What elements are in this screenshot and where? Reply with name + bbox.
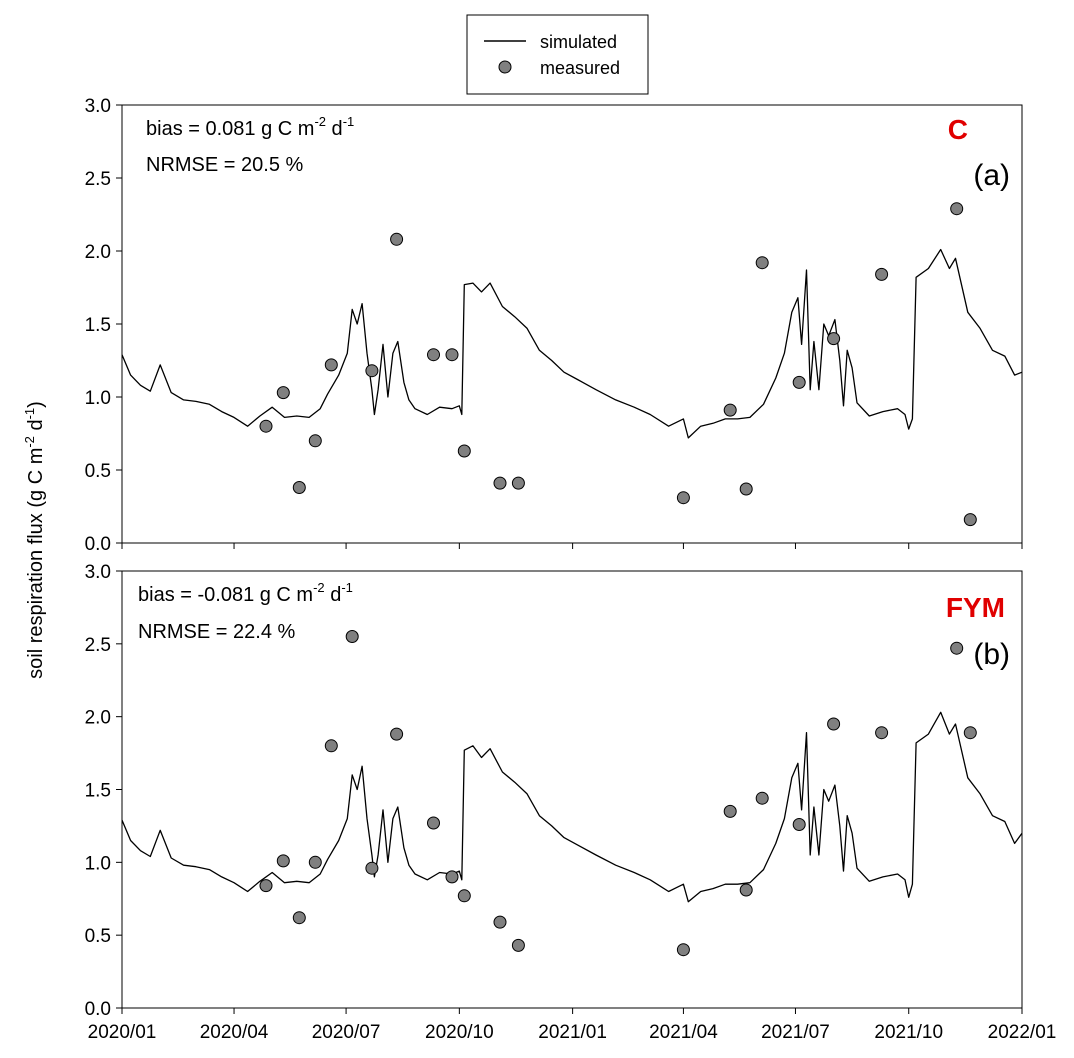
panel-b-x-axis: 2020/01 2020/04 2020/07 2020/10 2021/01 2021/… [88,1008,1057,1043]
measured-point [427,816,440,830]
measured-point [963,513,977,527]
measured-point [676,943,690,957]
panel-a-nrmse: NRMSE = 20.5 % [146,154,304,176]
measured-point [345,630,359,643]
measured-point [276,854,290,868]
legend-marker-sample [498,60,512,74]
measured-point [676,491,690,505]
y-tick-label: 3.0 [85,562,111,583]
measured-point [493,915,507,929]
measured-point [259,879,273,893]
panel-a-treatment: C [948,114,968,145]
x-tick-label: 2020/04 [200,1022,269,1043]
panel-a-id: (a) [973,159,1010,192]
x-tick-label: 2020/07 [312,1022,381,1043]
measured-point [739,482,753,496]
measured-point [723,403,737,417]
panel-a: 0.0 0.5 1.0 1.5 2.0 2.5 3.0 bias = 0.081 g C m… [85,96,1023,555]
legend-box [466,14,649,95]
measured-point [755,791,769,805]
y-tick-label: 2.5 [85,169,111,190]
measured-point [276,386,290,400]
measured-point [259,419,273,433]
measured-point [493,476,507,490]
legend: simulated measured [466,14,649,95]
measured-point [827,332,841,346]
measured-point [739,883,753,897]
legend-measured-label: measured [540,58,620,78]
measured-point [365,861,379,875]
y-tick-label: 1.0 [85,388,111,409]
x-tick-label: 2020/10 [425,1022,494,1043]
measured-point [292,911,306,925]
measured-point [427,348,440,362]
panel-b-id: (b) [973,638,1010,671]
measured-point [457,444,471,458]
measured-point [875,267,889,281]
x-tick-label: 2021/04 [649,1022,718,1043]
panel-b-simulated-line [121,711,1023,903]
measured-point [390,232,404,246]
measured-point [827,717,841,731]
y-tick-label: 0.0 [85,534,111,555]
panel-a-bias: bias = 0.081 g C m-2 d-1 [146,114,354,140]
measured-point [292,481,306,494]
measured-point [792,375,806,389]
x-tick-label: 2020/01 [88,1022,157,1043]
panel-a-x-axis [121,543,1023,549]
y-tick-label: 0.5 [85,461,111,482]
panel-b-treatment: FYM [946,592,1005,623]
y-tick-label: 0.5 [85,926,111,947]
measured-point [308,855,322,869]
measured-point [723,804,737,818]
measured-point [445,348,459,362]
panel-a-measured-points [259,202,977,527]
panel-a-simulated-line [121,248,1023,439]
y-tick-label: 0.0 [85,999,111,1020]
measured-point [755,256,769,270]
y-tick-label: 2.0 [85,242,111,263]
measured-point [792,818,806,831]
measured-point [511,476,525,490]
panel-b-y-axis: 0.0 0.5 1.0 1.5 2.0 2.5 3.0 [85,562,122,1020]
x-tick-label: 2021/10 [874,1022,943,1043]
panel-b-measured-points [259,630,977,957]
y-tick-label: 1.5 [85,315,111,336]
x-tick-label: 2021/07 [761,1022,830,1043]
measured-point [511,938,525,952]
panel-b: 0.00.51.01.52.02.53.0 2020/01 2020/04 2020… [85,562,1057,1043]
y-tick-label: 2.5 [85,635,111,656]
x-tick-label: 2021/01 [538,1022,607,1043]
panel-b-nrmse: NRMSE = 22.4 % [138,621,296,643]
legend-simulated-label: simulated [540,32,617,52]
y-tick-label: 1.5 [85,781,111,802]
measured-point [963,726,977,740]
measured-point [875,726,889,740]
measured-point [950,202,964,216]
measured-point [950,641,964,655]
panel-b-bias: bias = -0.081 g C m-2 d-1 [138,580,353,606]
measured-point [445,870,459,884]
measured-point [324,739,338,753]
panel-a-y-axis: 0.0 0.5 1.0 1.5 2.0 2.5 3.0 [85,96,122,555]
measured-point [324,358,338,372]
x-tick-label: 2022/01 [988,1022,1057,1043]
y-tick-label: 2.0 [85,708,111,729]
measured-point [390,727,404,741]
measured-point [308,434,322,448]
measured-point [365,364,379,378]
y-tick-label: 3.0 [85,96,111,117]
measured-point [457,889,471,903]
y-axis-label: soil respiration flux (g C m-2 d-1) [22,401,47,679]
y-tick-label: 1.0 [85,853,111,874]
